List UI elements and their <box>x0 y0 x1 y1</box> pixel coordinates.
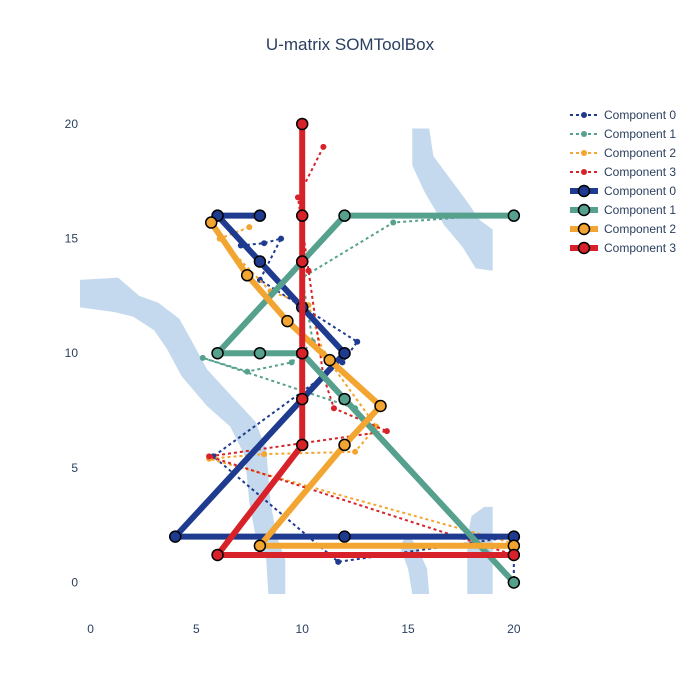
data-point <box>335 558 342 565</box>
data-point <box>330 405 337 412</box>
umatrix-band-1 <box>412 128 493 271</box>
legend-label: Component 0 <box>604 184 676 198</box>
y-tick-label: 20 <box>65 117 79 131</box>
data-point <box>323 353 336 367</box>
legend-marker <box>581 169 587 175</box>
umatrix-band-2 <box>399 534 430 594</box>
umatrix-band-0 <box>80 277 286 594</box>
data-point <box>244 368 251 375</box>
y-tick-label: 5 <box>71 461 78 475</box>
data-point <box>295 346 309 360</box>
data-point <box>246 224 253 231</box>
data-point <box>295 255 309 268</box>
legend-item[interactable]: Component 2 <box>570 146 676 160</box>
x-tick-label: 5 <box>193 622 200 636</box>
legend[interactable]: Component 0 Component 1 Component 2 Compone… <box>570 108 676 255</box>
legend-label: Component 3 <box>604 165 676 179</box>
legend-label: Component 2 <box>604 146 676 160</box>
legend-item[interactable]: Component 0 <box>570 184 676 198</box>
data-point <box>199 354 206 361</box>
x-tick-label: 0 <box>87 622 94 636</box>
data-point <box>253 539 267 553</box>
data-point <box>278 235 285 242</box>
data-point <box>383 428 390 435</box>
data-point <box>261 240 268 247</box>
legend-item[interactable]: Component 3 <box>570 165 676 179</box>
chart-title: U-matrix SOMToolBox <box>266 35 435 54</box>
legend-item[interactable]: Component 2 <box>570 222 676 236</box>
data-point <box>338 346 351 360</box>
data-point <box>261 451 268 458</box>
data-point <box>206 453 213 460</box>
data-point <box>507 576 521 589</box>
legend-label: Component 1 <box>604 203 676 217</box>
series-layer <box>168 117 521 589</box>
y-tick-label: 10 <box>65 346 79 360</box>
umatrix-band-3 <box>467 506 493 594</box>
data-point <box>390 219 397 226</box>
series-6 <box>204 216 521 553</box>
data-point <box>211 548 224 562</box>
legend-marker <box>577 241 591 255</box>
data-point <box>204 216 218 229</box>
legend-marker <box>577 184 591 198</box>
data-point <box>338 438 351 452</box>
legend-marker <box>581 150 587 156</box>
series-line <box>201 212 515 584</box>
series-7 <box>211 117 521 562</box>
data-point <box>320 143 327 150</box>
legend-item[interactable]: Component 0 <box>570 108 676 122</box>
data-point <box>374 399 387 413</box>
data-point <box>352 448 359 455</box>
data-point <box>295 117 309 131</box>
series-line <box>208 220 514 549</box>
data-point <box>295 392 309 406</box>
legend-label: Component 0 <box>604 108 676 122</box>
data-point <box>338 530 351 543</box>
data-point <box>211 346 224 360</box>
data-point <box>305 267 312 274</box>
data-point <box>507 548 521 562</box>
data-point <box>295 209 309 222</box>
legend-label: Component 2 <box>604 222 676 236</box>
legend-marker <box>577 222 591 236</box>
legend-marker <box>581 112 587 118</box>
series-line <box>208 226 515 545</box>
x-tick-label: 20 <box>507 622 521 636</box>
data-point <box>507 209 521 222</box>
data-point <box>295 438 309 452</box>
legend-item[interactable]: Component 3 <box>570 241 676 255</box>
data-point <box>288 359 295 366</box>
data-point <box>168 530 182 543</box>
y-tick-label: 0 <box>71 575 78 589</box>
legend-marker <box>577 203 591 217</box>
x-tick-label: 10 <box>296 622 310 636</box>
data-point <box>253 209 267 222</box>
x-axis: 0 5 10 15 20 <box>87 622 521 636</box>
x-tick-label: 15 <box>401 622 415 636</box>
data-point <box>354 338 361 345</box>
series-line <box>214 123 514 558</box>
y-tick-label: 15 <box>65 232 79 246</box>
series-line <box>214 212 517 585</box>
data-point <box>253 255 267 268</box>
series-4 <box>168 209 521 543</box>
data-point <box>240 269 254 282</box>
data-point <box>338 209 351 222</box>
umatrix-layer <box>80 128 493 594</box>
legend-label: Component 3 <box>604 241 676 255</box>
series-line <box>172 212 514 540</box>
data-point <box>338 392 351 406</box>
legend-item[interactable]: Component 1 <box>570 203 676 217</box>
data-point <box>253 346 267 360</box>
data-point <box>281 314 294 328</box>
legend-item[interactable]: Component 1 <box>570 127 676 141</box>
legend-marker <box>581 131 587 137</box>
series-line <box>212 237 515 583</box>
legend-label: Component 1 <box>604 127 676 141</box>
y-axis: 0 5 10 15 20 <box>65 117 79 590</box>
